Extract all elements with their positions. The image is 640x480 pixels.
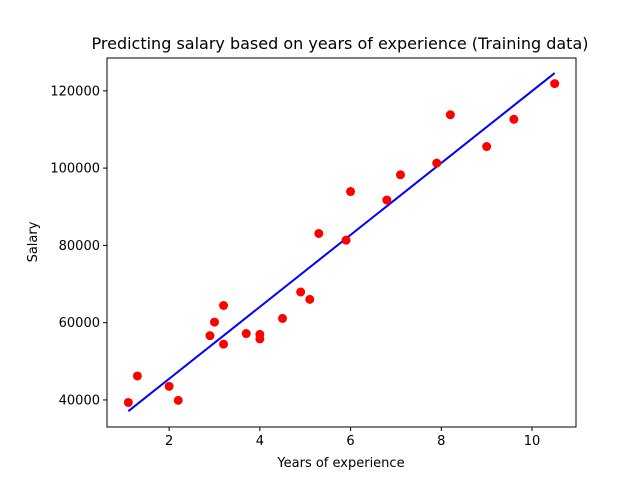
data-point <box>296 287 306 297</box>
x-tick-label: 6 <box>346 434 354 449</box>
data-point <box>341 235 351 245</box>
data-point <box>205 331 215 341</box>
data-point <box>278 313 288 323</box>
chart-title: Predicting salary based on years of expe… <box>92 34 589 53</box>
data-point <box>395 170 405 180</box>
x-tick-label: 2 <box>165 434 173 449</box>
data-point <box>432 158 442 168</box>
y-tick-label: 120000 <box>50 84 100 99</box>
data-point <box>241 329 251 339</box>
y-tick-label: 60000 <box>59 316 100 331</box>
data-point <box>123 397 133 407</box>
y-tick-label: 80000 <box>59 239 100 254</box>
data-point <box>219 301 229 311</box>
data-point <box>209 317 219 327</box>
x-tick-label: 4 <box>256 434 264 449</box>
y-axis: 40000 60000 80000 100000 120000 <box>50 84 107 408</box>
plot-frame <box>106 57 577 428</box>
data-point <box>550 79 560 89</box>
data-point <box>164 381 174 391</box>
data-point <box>382 195 392 205</box>
y-axis-label: Salary <box>26 221 41 262</box>
data-point <box>445 110 455 120</box>
data-point <box>173 395 183 405</box>
data-point <box>219 339 229 349</box>
x-axis-label: Years of experience <box>276 456 404 471</box>
regression-line <box>127 72 556 412</box>
x-tick-label: 8 <box>437 434 445 449</box>
data-point <box>255 334 265 344</box>
data-point <box>346 187 356 197</box>
y-tick-label: 40000 <box>59 393 100 408</box>
y-tick-label: 100000 <box>50 162 100 177</box>
data-point <box>482 142 492 152</box>
plot-area <box>123 72 560 412</box>
data-point <box>132 371 142 381</box>
data-point <box>305 294 315 304</box>
data-point <box>509 114 519 124</box>
data-point <box>314 228 324 238</box>
x-tick-label: 10 <box>524 434 541 449</box>
x-axis: 2 4 6 8 10 <box>165 427 540 449</box>
